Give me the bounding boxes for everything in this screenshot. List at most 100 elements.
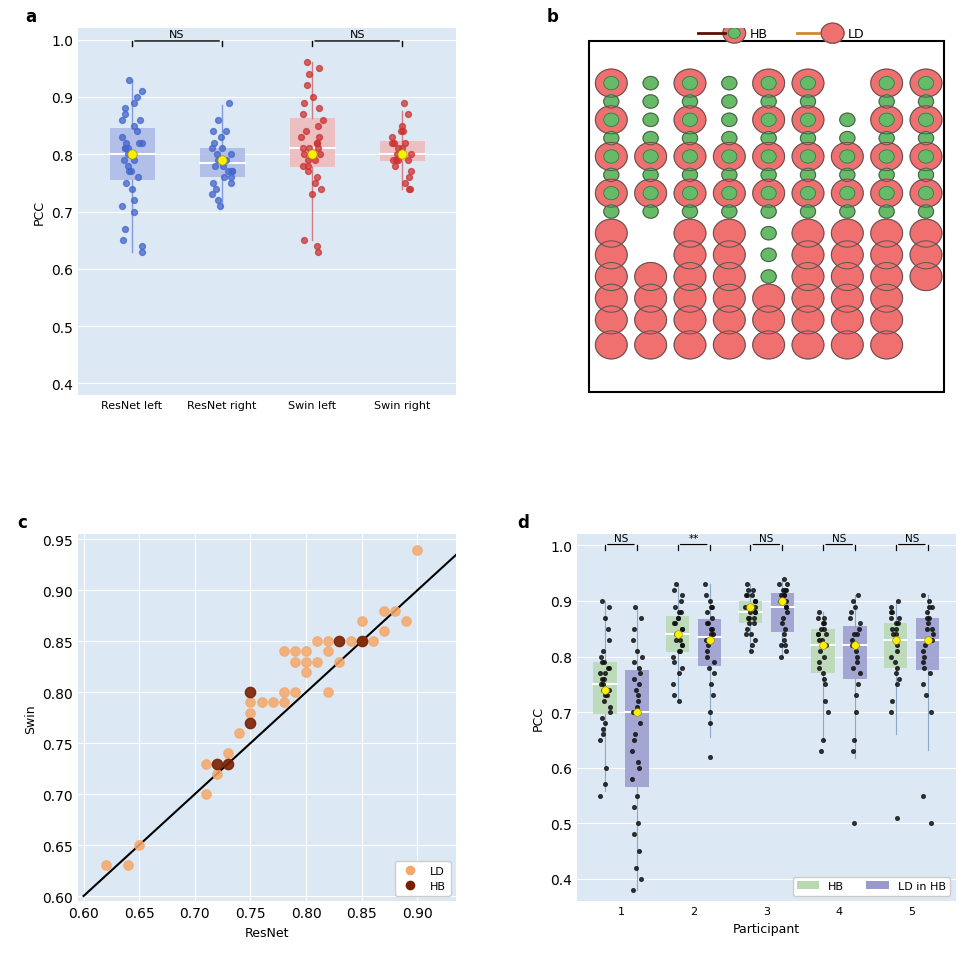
Point (626, 799, 642, 815)
Circle shape (761, 133, 776, 145)
Point (309, 136, 325, 151)
Point (674, 638, 689, 653)
Point (395, 147, 410, 163)
Point (597, 716, 612, 732)
Point (132, 136, 147, 151)
Point (597, 777, 612, 793)
Circle shape (879, 187, 894, 201)
LD (298, 644, 314, 660)
Point (120, 159, 136, 174)
Point (594, 594, 609, 610)
Point (810, 627, 826, 642)
Text: NS: NS (170, 30, 185, 40)
Point (771, 577, 787, 592)
Circle shape (871, 220, 903, 248)
Point (600, 688, 615, 703)
Bar (593, 663, 616, 714)
Point (815, 733, 831, 748)
Point (301, 67, 317, 82)
Circle shape (839, 133, 855, 145)
Point (206, 136, 221, 151)
Circle shape (674, 143, 706, 172)
Point (892, 672, 908, 687)
Point (393, 124, 409, 140)
Point (670, 627, 685, 642)
Circle shape (682, 187, 697, 201)
LD (376, 624, 392, 640)
Point (597, 655, 612, 671)
Point (706, 666, 722, 681)
Point (309, 171, 325, 186)
Point (627, 672, 643, 687)
Point (738, 599, 754, 614)
Point (698, 588, 714, 604)
Point (315, 113, 331, 129)
Point (205, 187, 220, 203)
Point (627, 621, 643, 637)
Circle shape (682, 150, 697, 164)
Circle shape (761, 187, 776, 201)
Point (599, 760, 614, 775)
Point (311, 130, 327, 145)
Circle shape (918, 78, 934, 91)
Circle shape (871, 306, 903, 334)
Point (211, 153, 226, 169)
LD (309, 654, 325, 670)
Circle shape (722, 169, 737, 182)
Circle shape (753, 180, 785, 208)
Text: d: d (517, 514, 528, 531)
Point (774, 594, 790, 610)
Circle shape (879, 78, 894, 91)
Point (924, 633, 940, 648)
Circle shape (839, 205, 855, 219)
Text: NS: NS (760, 533, 773, 544)
Point (634, 871, 649, 887)
Point (218, 124, 234, 140)
Circle shape (879, 169, 894, 182)
Circle shape (604, 114, 619, 127)
Point (671, 666, 686, 681)
LD (243, 705, 258, 721)
Point (127, 153, 142, 169)
Circle shape (753, 306, 785, 334)
Point (309, 239, 325, 255)
Point (386, 136, 402, 151)
Point (630, 755, 645, 770)
Circle shape (635, 285, 667, 313)
Circle shape (800, 78, 815, 91)
Circle shape (871, 107, 903, 135)
LD (376, 604, 392, 619)
Bar (698, 619, 722, 667)
LD (276, 695, 292, 710)
Circle shape (761, 78, 776, 91)
Point (700, 616, 716, 632)
Circle shape (644, 133, 658, 145)
Point (670, 610, 685, 626)
Point (778, 599, 794, 614)
Point (313, 181, 329, 197)
HB (354, 634, 370, 649)
Point (747, 599, 762, 614)
Circle shape (918, 205, 934, 219)
Point (602, 633, 617, 648)
Point (206, 176, 221, 192)
Point (776, 572, 792, 587)
Circle shape (728, 29, 740, 40)
Point (741, 616, 757, 632)
Point (746, 616, 761, 632)
Point (300, 165, 316, 180)
Point (747, 594, 762, 610)
Point (672, 643, 687, 659)
Point (773, 588, 789, 604)
Point (810, 627, 826, 642)
Point (887, 633, 903, 648)
Point (820, 704, 836, 720)
Point (746, 610, 761, 626)
Point (626, 633, 642, 648)
Point (889, 638, 905, 653)
LD (254, 695, 269, 710)
Point (847, 638, 863, 653)
LD (198, 787, 214, 802)
Point (815, 638, 831, 653)
Point (811, 660, 827, 675)
